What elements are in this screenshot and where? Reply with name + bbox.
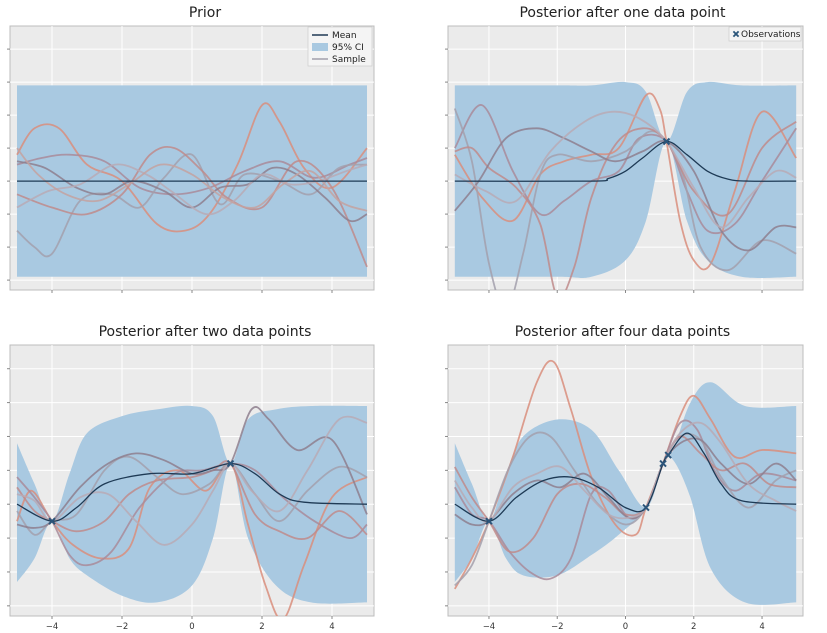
chart-plot: Mean 95% CI Sample bbox=[7, 25, 375, 293]
confidence-band bbox=[17, 405, 367, 604]
sample-line bbox=[454, 127, 797, 252]
x-tick-label: 2 bbox=[691, 622, 696, 632]
mean-line bbox=[454, 140, 797, 182]
legend: Mean 95% CI Sample bbox=[307, 26, 373, 67]
sample-line bbox=[16, 153, 368, 258]
sample-line bbox=[16, 145, 368, 268]
sample-line bbox=[16, 147, 368, 212]
chart-panel-posterior-one: Posterior after one data point Observati… bbox=[418, 0, 827, 300]
x-tick-label: −2 bbox=[551, 622, 564, 632]
chart-title: Prior bbox=[188, 5, 222, 21]
sample-line bbox=[454, 110, 797, 229]
sample-line bbox=[16, 415, 368, 546]
mean-line bbox=[16, 462, 368, 522]
sample-line bbox=[16, 102, 368, 233]
confidence-band bbox=[454, 81, 797, 279]
sample-line bbox=[16, 160, 368, 223]
x-tick-label: −4 bbox=[483, 622, 496, 632]
sample-line bbox=[454, 104, 797, 235]
sample-line bbox=[16, 153, 368, 196]
legend-label: Sample bbox=[332, 55, 366, 65]
legend-swatch bbox=[732, 30, 740, 38]
sample-line bbox=[16, 460, 368, 540]
chart-plot: −4 −2 0 2 4 bbox=[445, 344, 804, 632]
x-tick-label: 4 bbox=[759, 622, 764, 632]
legend: Observations bbox=[728, 26, 802, 42]
x-tick-label: 4 bbox=[329, 622, 334, 632]
chart-plot: Observations bbox=[445, 25, 804, 293]
legend-label: Mean bbox=[332, 31, 357, 41]
chart-title: Posterior after one data point bbox=[519, 5, 726, 21]
sample-line bbox=[454, 431, 797, 587]
confidence-band bbox=[454, 382, 797, 605]
observation-marker bbox=[226, 459, 235, 468]
legend-box bbox=[728, 26, 802, 42]
observation-marker bbox=[664, 451, 672, 459]
x-tick-label: −2 bbox=[116, 622, 129, 632]
observation-marker bbox=[485, 517, 493, 525]
chart-panel-posterior-two: Posterior after two data points −4 −2 0 2 4 bbox=[0, 318, 410, 633]
observation-marker bbox=[659, 459, 667, 468]
sample-line bbox=[16, 462, 368, 616]
x-tick-label: −4 bbox=[46, 622, 59, 632]
legend-label: Observations bbox=[741, 30, 801, 40]
sample-line bbox=[454, 421, 797, 523]
chart-panel-posterior-four: Posterior after four data points −4 −2 0 2 4 bbox=[418, 318, 827, 633]
x-tick-label: 0 bbox=[623, 622, 628, 632]
x-tick-label: 0 bbox=[189, 622, 194, 632]
chart-plot: −4 −2 0 2 4 bbox=[7, 344, 375, 632]
observation-marker bbox=[662, 137, 671, 146]
sample-line bbox=[454, 120, 797, 290]
chart-panel-prior: Prior Mean 95% CI Sample bbox=[0, 0, 410, 300]
sample-line bbox=[453, 108, 797, 290]
legend-label: 95% CI bbox=[332, 43, 364, 53]
chart-title: Posterior after two data points bbox=[98, 324, 312, 340]
observation-marker bbox=[48, 517, 56, 525]
x-tick-label: 2 bbox=[259, 622, 264, 632]
legend-swatch bbox=[312, 43, 328, 51]
chart-title: Posterior after four data points bbox=[514, 324, 731, 340]
observation-marker bbox=[642, 503, 650, 512]
sample-line bbox=[454, 92, 797, 271]
